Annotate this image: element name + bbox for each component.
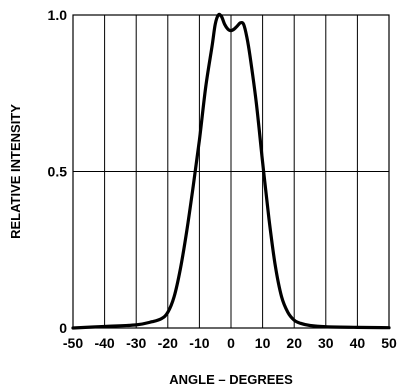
y-tick-label: 0.5 — [48, 164, 68, 180]
x-tick-label: -10 — [189, 335, 209, 351]
intensity-curve-line — [71, 12, 391, 330]
x-axis-label: ANGLE – DEGREES — [169, 372, 293, 387]
series-layer — [71, 12, 391, 330]
y-tick-labels: 0 0.5 1.0 — [48, 7, 68, 336]
x-tick-label: -30 — [126, 335, 146, 351]
grid-lines — [73, 15, 389, 328]
x-tick-label: 30 — [318, 335, 334, 351]
x-tick-label: 20 — [286, 335, 302, 351]
x-tick-label: -20 — [158, 335, 178, 351]
y-tick-label: 0 — [59, 320, 67, 336]
x-tick-label: 40 — [350, 335, 366, 351]
x-tick-label: 10 — [255, 335, 271, 351]
x-tick-label: -50 — [63, 335, 83, 351]
x-tick-label: -40 — [94, 335, 114, 351]
x-tick-label: 50 — [381, 335, 397, 351]
y-tick-label: 1.0 — [48, 7, 68, 23]
x-tick-labels: -50 -40 -30 -20 -10 0 10 20 30 40 50 — [63, 335, 397, 351]
x-tick-label: 0 — [227, 335, 235, 351]
y-axis-label: RELATIVE INTENSITY — [8, 104, 23, 239]
plot-area-frame — [72, 14, 390, 329]
